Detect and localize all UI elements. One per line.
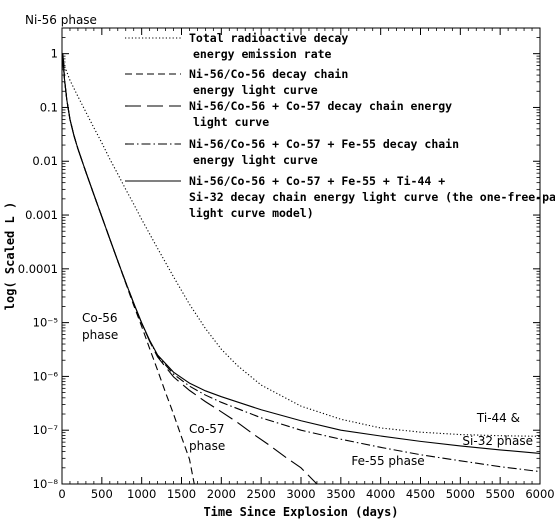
- y-tick-label: 0.01: [32, 154, 58, 168]
- annotations: Ni-56 phase Co-56 phase Co-57 phase Fe-55 pha…: [25, 13, 533, 468]
- series-layer: [62, 53, 540, 484]
- y-tick-label: 1: [51, 47, 58, 61]
- series-line-5: [62, 53, 540, 454]
- x-axis-title: Time Since Explosion (days): [203, 505, 398, 519]
- tick-layer: 0 500 1000 1500 2000 2500 3000 3500 4000 4500 5000…: [18, 27, 555, 501]
- y-axis-title: log( Scaled L ): [3, 202, 17, 310]
- legend: Total radioactive decay energy emission r…: [125, 31, 555, 220]
- x-tick-label: 2000: [207, 487, 236, 501]
- annotation-label: Co-57: [189, 422, 225, 436]
- x-tick-label: 5000: [446, 487, 475, 501]
- annotation-label: Si-32 phase: [462, 434, 533, 448]
- y-tick-label: 10⁻⁵: [33, 316, 59, 330]
- legend-label-5: Ni-56/Co-56 + Co-57 + Fe-55 + Ti-44 + Si-…: [189, 174, 555, 220]
- x-tick-label: 4000: [366, 487, 395, 501]
- x-tick-label: 2500: [247, 487, 276, 501]
- x-tick-label: 3500: [326, 487, 355, 501]
- y-tick-label: 0.0001: [18, 262, 58, 276]
- y-tick-label: 10⁻⁷: [33, 423, 59, 437]
- x-tick-label: 6000: [525, 487, 554, 501]
- x-tick-label: 1500: [167, 487, 196, 501]
- x-tick-label: 3000: [286, 487, 315, 501]
- x-tick-label: 4500: [406, 487, 435, 501]
- x-tick-label: 1000: [127, 487, 156, 501]
- y-tick-label: 0.001: [25, 208, 58, 222]
- annotation-label: phase: [82, 328, 118, 342]
- y-tick-label: 0.1: [40, 100, 58, 114]
- series-line-2: [62, 53, 195, 484]
- series-line-3: [62, 53, 318, 484]
- series-line-1: [62, 53, 540, 437]
- annotation-label: Ni-56 phase: [25, 13, 97, 27]
- annotation-label: phase: [189, 439, 225, 453]
- annotation-label: Fe-55 phase: [351, 454, 424, 468]
- series-line-4: [62, 53, 540, 473]
- legend-label-3: Ni-56/Co-56 + Co-57 decay chain energy li…: [189, 99, 452, 129]
- legend-label-1: Total radioactive decay energy emission r…: [189, 31, 348, 61]
- x-tick-label: 500: [91, 487, 113, 501]
- x-tick-label: 0: [58, 487, 65, 501]
- x-tick-label: 5500: [486, 487, 515, 501]
- legend-label-2: Ni-56/Co-56 decay chain energy light curv…: [189, 67, 348, 97]
- legend-label-4: Ni-56/Co-56 + Co-57 + Fe-55 decay chain e…: [189, 137, 459, 167]
- y-tick-label: 10⁻⁸: [33, 477, 59, 491]
- annotation-label: Ti-44 &: [476, 411, 520, 425]
- annotation-label: Co-56: [82, 311, 118, 325]
- y-tick-label: 10⁻⁶: [33, 369, 59, 383]
